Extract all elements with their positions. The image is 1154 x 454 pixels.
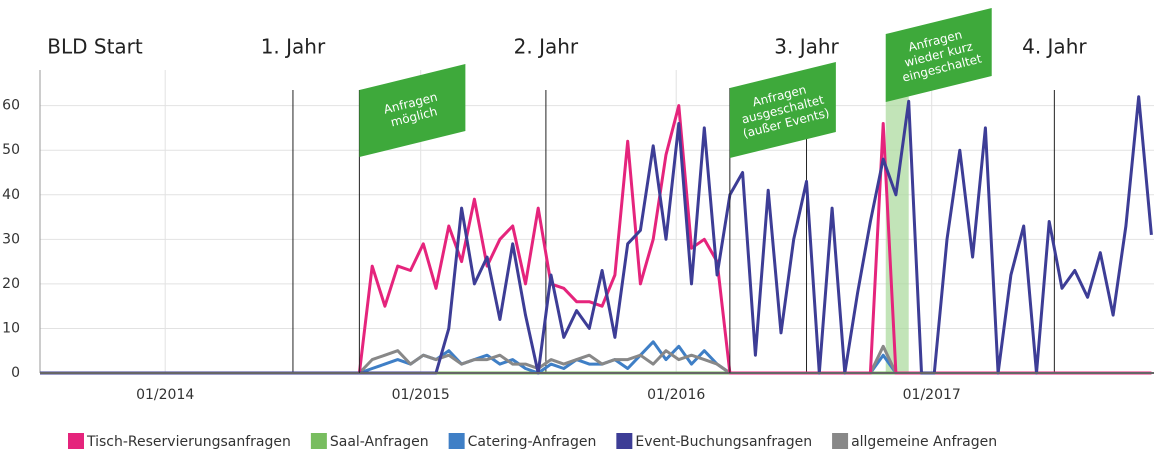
legend-label: allgemeine Anfragen [851,434,997,450]
series-line [40,340,1152,375]
x-tick-label: 01/2015 [392,387,450,403]
legend-label: Tisch-Reservierungsanfragen [86,434,291,450]
legend-swatch [310,433,327,449]
legend-swatch [68,433,84,449]
y-tick-label: 40 [2,187,20,203]
flag [359,64,466,157]
series-line [40,95,1153,375]
y-tick-label: 10 [2,320,20,336]
period-label: 2. Jahr [514,35,579,59]
legend-swatch [616,433,633,449]
period-label: 1. Jahr [261,35,326,59]
series-line [40,344,1152,375]
y-tick-label: 50 [2,142,20,158]
y-tick-label: 0 [11,365,20,381]
period-label: 4. Jahr [1022,35,1087,59]
legend-label: Event-Buchungsanfragen [635,434,812,450]
legend-label: Saal-Anfragen [330,434,429,450]
x-tick-label: 01/2016 [647,387,705,403]
flag [729,62,836,158]
period-label: 3. Jahr [774,35,839,59]
legend-swatch [448,433,465,449]
y-tick-label: 60 [2,98,20,114]
period-label: BLD Start [47,35,143,59]
y-tick-label: 30 [2,231,20,247]
flag [885,8,992,102]
y-tick-label: 20 [2,276,20,292]
legend-swatch [832,433,849,449]
x-tick-label: 01/2014 [136,387,194,403]
legend-label: Catering-Anfragen [468,434,597,450]
x-tick-label: 01/2017 [903,387,961,403]
